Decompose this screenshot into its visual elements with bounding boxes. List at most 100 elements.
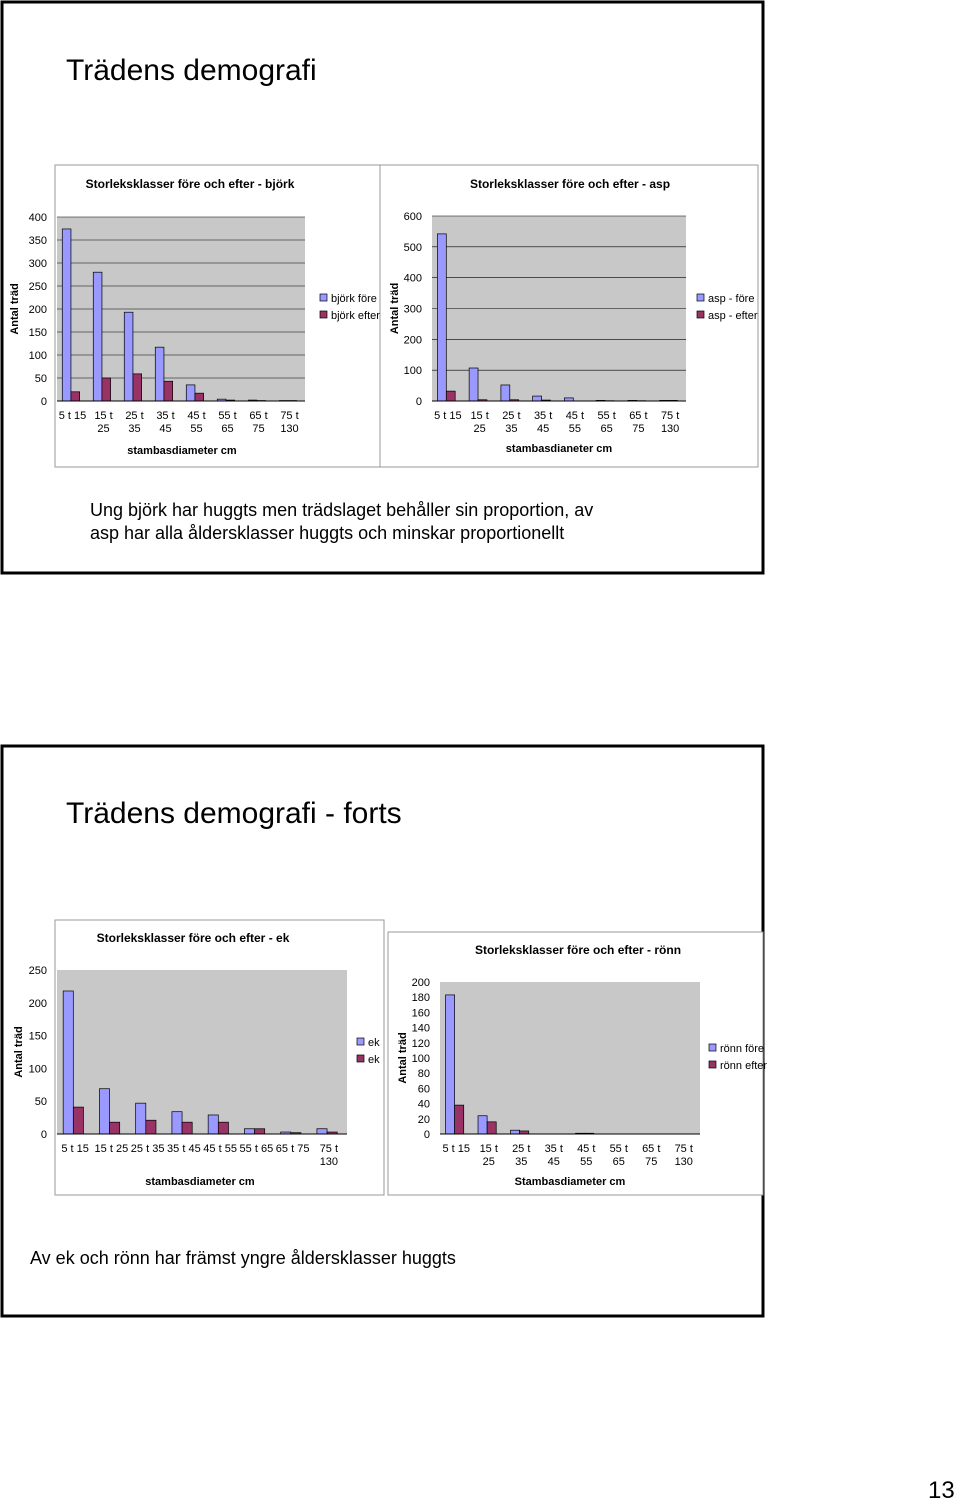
x-tick-label-line: 65 t — [249, 410, 267, 422]
x-tick-label: 5 t 15 — [434, 410, 462, 422]
x-tick-label-line: 35 t — [534, 410, 552, 422]
x-tick-label-line: 75 — [645, 1156, 657, 1168]
bar — [172, 1112, 182, 1134]
legend-swatch — [357, 1038, 364, 1045]
y-tick-label: 0 — [416, 396, 422, 408]
bar — [455, 1105, 464, 1134]
y-tick-label: 40 — [418, 1099, 430, 1111]
chart-title: Storleksklasser före och efter - ek — [97, 931, 290, 945]
y-axis-label: Antal träd — [397, 1032, 409, 1083]
x-tick-label-line: 130 — [280, 423, 298, 435]
x-tick-label-line: 35 t — [545, 1143, 563, 1155]
legend-label: ek — [368, 1054, 380, 1066]
legend-label: björk före — [331, 293, 377, 305]
y-tick-label: 400 — [29, 212, 47, 224]
legend-swatch — [709, 1061, 716, 1068]
x-tick-label-line: 75 t — [661, 410, 679, 422]
x-tick-label-line: 25 — [483, 1156, 495, 1168]
x-tick-label: 5 t 15 — [442, 1143, 470, 1155]
y-tick-label: 0 — [424, 1129, 430, 1141]
bar — [244, 1129, 254, 1134]
x-tick-label: 5 t 15 — [61, 1143, 89, 1155]
bar — [99, 1089, 109, 1134]
y-tick-label: 120 — [412, 1038, 430, 1050]
x-axis-label: Stambasdiameter cm — [515, 1176, 626, 1188]
x-axis-label: stambasdiameter cm — [127, 445, 237, 457]
bar — [511, 1130, 520, 1134]
x-tick-label-line: 55 — [580, 1156, 592, 1168]
y-tick-label: 250 — [29, 965, 47, 977]
chart-title: Storleksklasser före och efter - asp — [470, 177, 670, 191]
x-tick-label-line: 45 t — [187, 410, 205, 422]
x-tick-label-line: 75 — [252, 423, 264, 435]
y-tick-label: 200 — [404, 334, 422, 346]
legend-swatch — [320, 311, 327, 318]
x-axis-label: stambasdiameter cm — [145, 1176, 255, 1188]
x-tick-label-line: 55 — [190, 423, 202, 435]
y-tick-label: 150 — [29, 327, 47, 339]
x-tick-label-line: 45 t — [566, 410, 584, 422]
x-tick-label: 55 t 65 — [240, 1143, 274, 1155]
x-tick-label-line: 130 — [675, 1156, 693, 1168]
y-tick-label: 200 — [29, 998, 47, 1010]
y-tick-label: 0 — [41, 396, 47, 408]
x-tick-label-line: 65 t — [629, 410, 647, 422]
x-tick-label-line: 25 t — [125, 410, 143, 422]
x-tick-label-line: 45 — [159, 423, 171, 435]
bar — [487, 1122, 496, 1134]
y-tick-label: 100 — [404, 365, 422, 377]
y-axis-label: Antal träd — [13, 1026, 25, 1077]
legend-swatch — [697, 294, 704, 301]
legend-swatch — [697, 311, 704, 318]
x-tick-label-line: 130 — [661, 423, 679, 435]
x-tick-label-line: 35 t — [156, 410, 174, 422]
y-tick-label: 200 — [29, 304, 47, 316]
legend-label: asp - före — [708, 293, 754, 305]
y-tick-label: 400 — [404, 273, 422, 285]
slide-title: Trädens demografi — [66, 54, 317, 87]
y-tick-label: 500 — [404, 242, 422, 254]
x-tick-label-line: 15 t — [470, 410, 488, 422]
x-tick-label-line: 75 t — [675, 1143, 693, 1155]
bar — [155, 347, 164, 401]
slide-title: Trädens demografi - forts — [66, 797, 402, 830]
x-tick-label-line: 15 t — [94, 410, 112, 422]
legend-swatch — [709, 1044, 716, 1051]
legend-label: asp - efter — [708, 310, 758, 322]
bar — [208, 1115, 218, 1134]
legend-label: björk efter — [331, 310, 380, 322]
x-tick-label-line: 55 t — [610, 1143, 628, 1155]
x-tick-label-line: 35 — [128, 423, 140, 435]
legend-label: rönn före — [720, 1043, 764, 1055]
y-tick-label: 50 — [35, 1096, 47, 1108]
bar — [146, 1120, 156, 1134]
y-tick-label: 20 — [418, 1114, 430, 1126]
x-tick-label: 35 t 45 — [167, 1143, 201, 1155]
x-tick-label-line: 65 t — [642, 1143, 660, 1155]
bar — [102, 378, 111, 401]
x-tick-label-line: 55 t — [218, 410, 236, 422]
y-tick-label: 180 — [412, 992, 430, 1004]
page-number: 13 — [928, 1477, 955, 1501]
x-tick-label: 25 t 35 — [131, 1143, 165, 1155]
caption: Av ek och rönn har främst yngre ålderskl… — [30, 1248, 456, 1268]
legend-swatch — [320, 294, 327, 301]
bar — [255, 1129, 265, 1134]
x-tick-label-line: 130 — [320, 1156, 338, 1168]
bar — [501, 385, 510, 401]
x-tick-label-line: 75 — [632, 423, 644, 435]
bar — [437, 234, 446, 401]
x-tick-label-line: 15 t — [480, 1143, 498, 1155]
y-tick-label: 300 — [404, 304, 422, 316]
x-tick-label: 15 t 25 — [95, 1143, 129, 1155]
x-tick-label-line: 35 — [505, 423, 517, 435]
x-tick-label: 65 t 75 — [276, 1143, 310, 1155]
y-tick-label: 60 — [418, 1083, 430, 1095]
x-tick-label-line: 55 t — [597, 410, 615, 422]
x-tick-label-line: 25 t — [502, 410, 520, 422]
y-tick-label: 300 — [29, 258, 47, 270]
